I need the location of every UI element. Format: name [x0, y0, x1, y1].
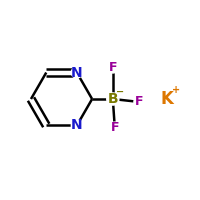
Circle shape [109, 122, 120, 133]
Circle shape [71, 67, 82, 78]
Text: N: N [71, 118, 83, 132]
Text: B: B [108, 92, 118, 106]
Text: F: F [111, 121, 119, 134]
Circle shape [134, 96, 145, 107]
Circle shape [71, 120, 82, 131]
Text: −: − [116, 87, 124, 97]
Circle shape [107, 62, 118, 73]
Circle shape [107, 93, 119, 105]
Text: N: N [71, 66, 83, 80]
Text: F: F [109, 61, 117, 74]
Text: F: F [135, 95, 144, 108]
Text: +: + [172, 85, 181, 95]
Text: K: K [161, 90, 173, 108]
